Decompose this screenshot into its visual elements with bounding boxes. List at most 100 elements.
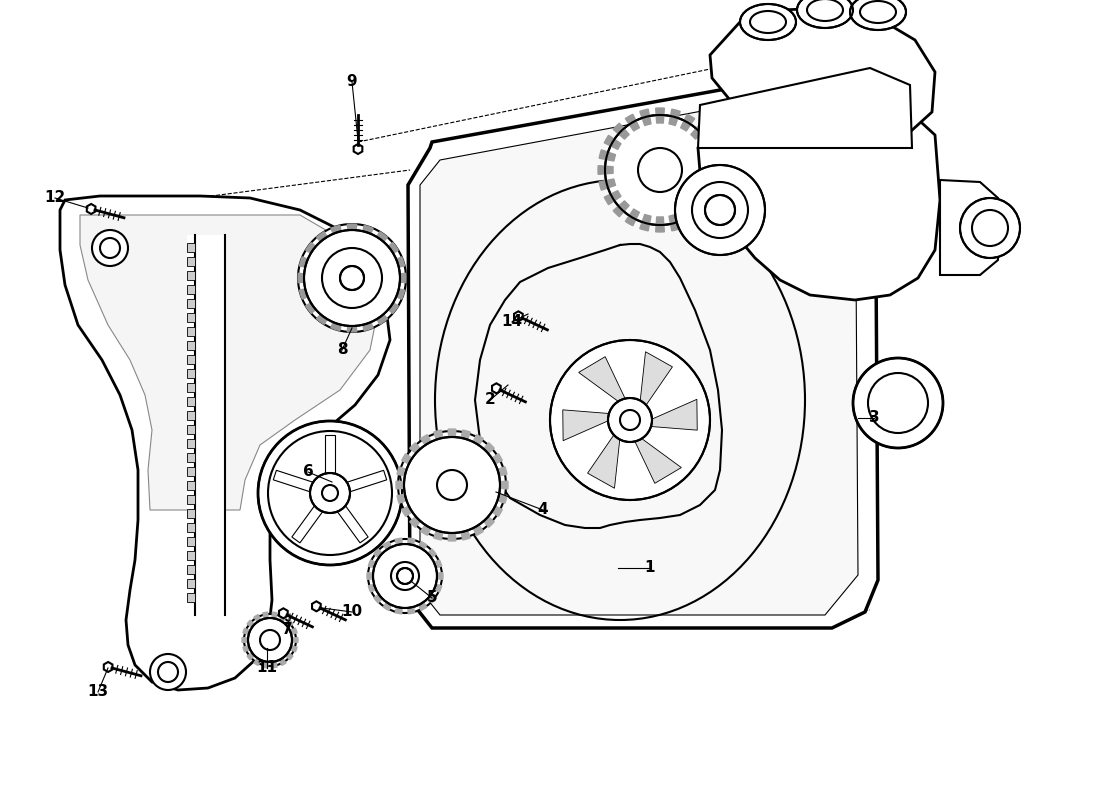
Polygon shape xyxy=(416,598,427,610)
Polygon shape xyxy=(587,435,620,488)
Polygon shape xyxy=(640,109,651,126)
Polygon shape xyxy=(470,434,483,452)
Polygon shape xyxy=(635,438,681,483)
Polygon shape xyxy=(306,242,322,258)
Polygon shape xyxy=(579,357,625,402)
Polygon shape xyxy=(433,430,444,447)
Polygon shape xyxy=(345,470,387,492)
Text: 7: 7 xyxy=(282,622,293,638)
Polygon shape xyxy=(704,179,720,190)
Polygon shape xyxy=(433,523,444,540)
Polygon shape xyxy=(243,628,254,635)
Polygon shape xyxy=(707,166,722,174)
Polygon shape xyxy=(656,217,664,232)
Polygon shape xyxy=(710,8,935,145)
Text: 14: 14 xyxy=(502,314,522,330)
Polygon shape xyxy=(470,518,483,535)
Circle shape xyxy=(960,198,1020,258)
Polygon shape xyxy=(254,654,263,666)
Circle shape xyxy=(368,539,442,613)
Polygon shape xyxy=(283,650,293,660)
Polygon shape xyxy=(317,308,331,324)
Polygon shape xyxy=(395,601,403,614)
Polygon shape xyxy=(187,383,195,392)
Polygon shape xyxy=(681,209,695,226)
Polygon shape xyxy=(187,355,195,364)
Polygon shape xyxy=(187,537,195,546)
Polygon shape xyxy=(187,397,195,406)
Polygon shape xyxy=(354,144,362,154)
Polygon shape xyxy=(373,232,387,248)
Polygon shape xyxy=(698,68,912,148)
Text: 12: 12 xyxy=(44,190,66,206)
Polygon shape xyxy=(187,327,195,336)
Polygon shape xyxy=(187,299,195,308)
Circle shape xyxy=(298,224,406,332)
Polygon shape xyxy=(408,72,878,628)
Polygon shape xyxy=(448,429,455,445)
Polygon shape xyxy=(460,430,470,447)
Polygon shape xyxy=(409,442,426,458)
Polygon shape xyxy=(248,620,257,630)
Polygon shape xyxy=(490,493,507,503)
Polygon shape xyxy=(286,645,297,652)
Polygon shape xyxy=(395,538,403,551)
Polygon shape xyxy=(187,523,195,532)
Circle shape xyxy=(310,473,350,513)
Polygon shape xyxy=(288,638,298,642)
Polygon shape xyxy=(704,150,720,161)
Polygon shape xyxy=(254,614,263,626)
Polygon shape xyxy=(625,114,639,131)
Polygon shape xyxy=(940,180,998,275)
Polygon shape xyxy=(640,352,672,405)
Polygon shape xyxy=(429,560,442,570)
Polygon shape xyxy=(367,573,380,579)
Circle shape xyxy=(150,654,186,690)
Polygon shape xyxy=(397,493,415,503)
Text: Europerces: Europerces xyxy=(550,342,810,478)
Polygon shape xyxy=(600,150,616,161)
Polygon shape xyxy=(60,196,390,690)
Polygon shape xyxy=(402,454,419,467)
Polygon shape xyxy=(361,226,373,241)
Polygon shape xyxy=(242,638,252,642)
Text: 9: 9 xyxy=(346,74,358,90)
Polygon shape xyxy=(317,232,331,248)
Polygon shape xyxy=(396,481,412,489)
Polygon shape xyxy=(248,650,257,660)
Polygon shape xyxy=(187,369,195,378)
Polygon shape xyxy=(383,542,394,554)
Polygon shape xyxy=(243,645,254,652)
Ellipse shape xyxy=(434,180,805,620)
Polygon shape xyxy=(656,108,664,123)
Polygon shape xyxy=(407,538,415,551)
Polygon shape xyxy=(402,502,419,516)
Polygon shape xyxy=(420,434,434,452)
Polygon shape xyxy=(640,214,651,231)
Polygon shape xyxy=(187,593,195,602)
Polygon shape xyxy=(374,591,386,603)
Circle shape xyxy=(404,437,500,533)
Polygon shape xyxy=(625,209,639,226)
Polygon shape xyxy=(306,298,322,314)
Polygon shape xyxy=(698,135,716,150)
Polygon shape xyxy=(187,243,195,252)
Polygon shape xyxy=(187,439,195,448)
Text: 2: 2 xyxy=(485,393,495,407)
Polygon shape xyxy=(277,654,286,666)
Polygon shape xyxy=(650,399,697,430)
Ellipse shape xyxy=(740,4,796,40)
Polygon shape xyxy=(283,620,293,630)
Polygon shape xyxy=(263,658,268,668)
Polygon shape xyxy=(187,495,195,504)
Polygon shape xyxy=(429,582,442,592)
Polygon shape xyxy=(407,601,415,614)
Polygon shape xyxy=(103,662,112,672)
Circle shape xyxy=(244,614,296,666)
Polygon shape xyxy=(187,257,195,266)
Polygon shape xyxy=(277,614,286,626)
Polygon shape xyxy=(424,591,436,603)
Polygon shape xyxy=(187,313,195,322)
Text: 3: 3 xyxy=(869,410,879,426)
Polygon shape xyxy=(348,224,356,238)
